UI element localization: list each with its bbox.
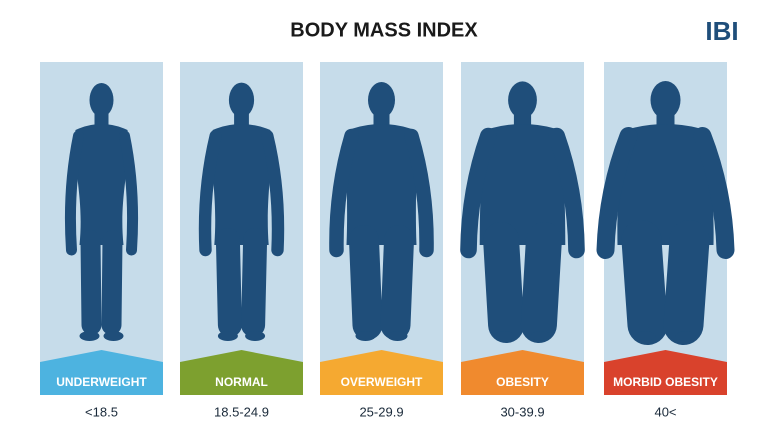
category-label: OBESITY <box>496 375 549 389</box>
torso <box>74 124 129 245</box>
arm <box>119 130 139 256</box>
leg <box>621 220 668 345</box>
logo: IBI <box>705 16 738 46</box>
label-banner <box>180 350 303 395</box>
bmi-range: 25-29.9 <box>359 404 403 419</box>
torso <box>617 124 714 245</box>
body-figure <box>64 83 139 341</box>
head <box>508 81 537 119</box>
leg <box>483 222 525 343</box>
category-label: UNDERWEIGHT <box>56 375 147 389</box>
torso <box>346 124 417 245</box>
bmi-range: <18.5 <box>85 404 118 419</box>
arm <box>596 127 638 259</box>
category-label: NORMAL <box>215 375 268 389</box>
leg <box>101 230 123 335</box>
bmi-range: 40< <box>654 404 676 419</box>
arm <box>64 130 84 256</box>
arm <box>460 127 497 259</box>
bmi-panel: OBESITY 30-39.9 <box>460 62 585 419</box>
bmi-panel: UNDERWEIGHT <18.5 <box>40 62 163 419</box>
category-label: OVERWEIGHT <box>341 375 423 389</box>
bmi-range: 18.5-24.9 <box>214 404 269 419</box>
leg <box>80 230 102 335</box>
foot <box>387 331 408 341</box>
label-banner <box>40 350 163 395</box>
arm <box>329 128 359 258</box>
torso <box>479 124 566 245</box>
body-figure <box>198 82 285 341</box>
foot <box>635 331 656 341</box>
arm <box>693 127 735 259</box>
foot <box>530 331 551 341</box>
arm <box>404 128 434 258</box>
category-label: MORBID OBESITY <box>613 375 718 389</box>
leg <box>349 225 383 340</box>
label-banner <box>320 350 443 395</box>
arm <box>261 129 285 257</box>
leg <box>380 225 414 340</box>
foot <box>494 331 515 341</box>
body-figure <box>329 82 434 341</box>
foot <box>79 331 100 341</box>
foot <box>355 331 376 341</box>
label-banner <box>604 350 727 395</box>
foot <box>217 331 238 341</box>
bmi-panel: MORBID OBESITY 40< <box>596 62 735 419</box>
torso <box>211 124 272 245</box>
leg <box>241 228 268 337</box>
body-figure <box>460 81 585 343</box>
bmi-panel: NORMAL 18.5-24.9 <box>180 62 303 419</box>
leg <box>215 228 242 337</box>
bmi-panel: OVERWEIGHT 25-29.9 <box>320 62 443 419</box>
body-figure <box>596 81 735 345</box>
label-banner <box>461 350 584 395</box>
head <box>368 82 395 118</box>
leg <box>520 222 562 343</box>
foot <box>675 331 696 341</box>
bmi-range: 30-39.9 <box>500 404 544 419</box>
title: BODY MASS INDEX <box>290 19 478 41</box>
head <box>650 81 681 119</box>
foot <box>103 331 124 341</box>
foot <box>245 331 266 341</box>
arm <box>198 129 222 257</box>
arm <box>548 127 585 259</box>
head <box>228 82 255 118</box>
head <box>89 83 114 117</box>
leg <box>663 220 710 345</box>
panels: UNDERWEIGHT <18.5 NORMAL 18.5-24.9 OVERWEIGH… <box>40 62 735 419</box>
